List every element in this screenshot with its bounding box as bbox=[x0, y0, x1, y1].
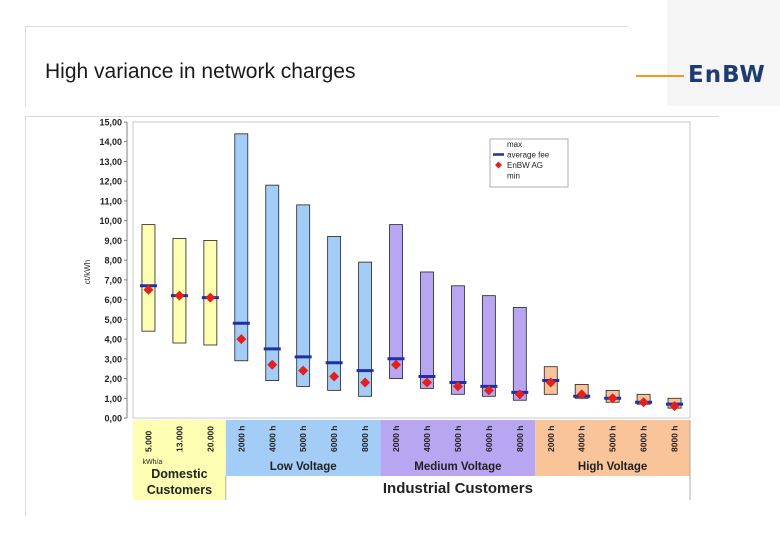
group-label-domestic-line2: Customers bbox=[147, 483, 212, 497]
y-tick-label: 14,00 bbox=[99, 137, 122, 147]
enbw-marker bbox=[267, 359, 278, 370]
range-bar bbox=[358, 261, 372, 397]
range-bar bbox=[234, 133, 249, 362]
enbw-marker bbox=[421, 377, 432, 388]
range-bar bbox=[327, 236, 342, 391]
x-tick-label: 2000 h bbox=[391, 426, 401, 452]
y-tick-label: 0,00 bbox=[104, 414, 122, 424]
y-tick-label: 5,00 bbox=[104, 315, 122, 325]
x-tick-label: 5.000 bbox=[143, 430, 153, 452]
range-bar bbox=[512, 307, 527, 401]
enbw-marker bbox=[205, 292, 216, 303]
x-tick-label: 5000 h bbox=[298, 426, 308, 452]
y-tick-label: 10,00 bbox=[99, 216, 122, 226]
logo-accent-line bbox=[636, 75, 684, 77]
enbw-marker bbox=[638, 397, 649, 408]
group-label-high: High Voltage bbox=[578, 461, 647, 473]
y-tick-label: 12,00 bbox=[99, 177, 122, 187]
category-band-high bbox=[535, 420, 690, 476]
group-label-low: Low Voltage bbox=[270, 461, 337, 473]
x-tick-label: 8000 h bbox=[360, 426, 370, 452]
enbw-marker bbox=[607, 393, 618, 404]
enbw-marker bbox=[236, 334, 247, 345]
y-tick-label: 1,00 bbox=[104, 394, 122, 404]
enbw-marker bbox=[329, 371, 340, 382]
enbw-marker bbox=[669, 401, 680, 412]
top-divider bbox=[25, 26, 627, 27]
enbw-marker bbox=[514, 389, 525, 400]
range-bar bbox=[389, 224, 403, 379]
industrial-band bbox=[225, 476, 691, 500]
legend-label-enbw: EnBW AG bbox=[507, 161, 543, 170]
range-bar bbox=[265, 184, 280, 381]
legend-enbw-swatch bbox=[495, 161, 502, 169]
x-tick-label: 13.000 bbox=[174, 426, 184, 452]
range-bar bbox=[141, 224, 156, 332]
y-tick-label: 11,00 bbox=[100, 196, 122, 206]
corner-panel bbox=[667, 0, 780, 106]
enbw-marker bbox=[360, 377, 371, 388]
enbw-marker bbox=[298, 365, 309, 376]
y-tick-label: 3,00 bbox=[104, 354, 122, 364]
x-tick-label: 4000 h bbox=[422, 426, 432, 452]
x-tick-label: 8000 h bbox=[670, 426, 680, 452]
range-bar bbox=[420, 271, 434, 389]
x-tick-label: 2000 h bbox=[236, 426, 246, 452]
enbw-marker bbox=[483, 385, 494, 396]
y-tick-label: 4,00 bbox=[104, 335, 122, 345]
y-tick-label: 15,00 bbox=[99, 118, 122, 128]
legend-box bbox=[489, 138, 569, 188]
legend-label-avg: average fee bbox=[507, 151, 550, 160]
x-tick-label: 20.000 bbox=[205, 426, 215, 452]
logo-wordmark: EnBW bbox=[688, 62, 766, 88]
category-band-low bbox=[225, 420, 381, 476]
enbw-marker bbox=[391, 359, 402, 370]
y-tick-label: 7,00 bbox=[104, 275, 122, 285]
legend-label-max: max bbox=[507, 140, 522, 149]
enbw-marker bbox=[576, 389, 587, 400]
x-tick-label: 4000 h bbox=[577, 426, 587, 452]
range-bar bbox=[481, 295, 496, 397]
enbw-marker bbox=[174, 290, 185, 301]
enbw-logo: EnBW bbox=[636, 62, 766, 90]
enbw-marker bbox=[143, 284, 154, 295]
y-axis-label: ct/kWh bbox=[83, 260, 92, 284]
title-divider bbox=[25, 116, 719, 117]
industrial-customers-label: Industrial Customers bbox=[383, 480, 533, 497]
x-tick-label: 5000 h bbox=[608, 426, 618, 452]
category-band-domestic bbox=[133, 420, 226, 500]
x-tick-label: 5000 h bbox=[453, 426, 463, 452]
x-tick-label: 6000 h bbox=[639, 426, 649, 452]
plot-area bbox=[132, 121, 691, 419]
domestic-unit-label: kWh/a bbox=[142, 459, 162, 466]
y-tick-label: 6,00 bbox=[104, 295, 122, 305]
range-bar bbox=[451, 285, 465, 395]
enbw-marker bbox=[452, 381, 463, 392]
x-tick-label: 2000 h bbox=[546, 426, 556, 452]
category-band-medium bbox=[380, 420, 536, 476]
x-tick-label: 6000 h bbox=[329, 426, 339, 452]
range-bar bbox=[296, 204, 311, 387]
slide-title: High variance in network charges bbox=[45, 60, 356, 83]
legend-label-min: min bbox=[507, 172, 520, 181]
group-label-domestic-line1: Domestic bbox=[151, 467, 207, 481]
left-divider-lower bbox=[25, 116, 26, 516]
left-divider bbox=[25, 26, 26, 106]
x-tick-label: 8000 h bbox=[515, 426, 525, 452]
y-tick-label: 9,00 bbox=[104, 236, 122, 246]
x-tick-label: 6000 h bbox=[484, 426, 494, 452]
y-tick-label: 2,00 bbox=[104, 374, 122, 384]
enbw-marker bbox=[545, 377, 556, 388]
y-tick-label: 13,00 bbox=[99, 157, 122, 167]
x-tick-label: 4000 h bbox=[267, 426, 277, 452]
y-tick-label: 8,00 bbox=[104, 256, 122, 266]
group-label-medium: Medium Voltage bbox=[414, 461, 501, 473]
